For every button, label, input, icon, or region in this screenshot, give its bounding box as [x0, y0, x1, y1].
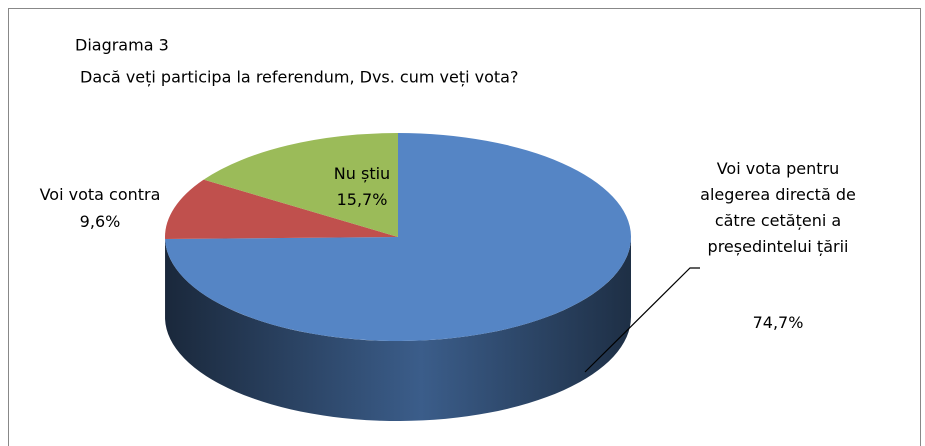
chart-subtitle: Dacă veți participa la referendum, Dvs. …	[80, 68, 518, 87]
pie-slice	[165, 179, 398, 239]
leader-line	[584, 267, 700, 373]
value-label: 9,6%	[79, 212, 121, 231]
chart-title: Diagrama 3	[75, 36, 169, 55]
value-label: 74,7%	[752, 313, 804, 332]
category-label: Voi vota pentru alegerea directă de cătr…	[700, 159, 856, 256]
category-label: Nu știu	[333, 164, 391, 183]
pie	[165, 133, 632, 421]
pie-slice	[203, 133, 398, 237]
category-label: Voi vota contra	[39, 185, 161, 204]
pie-slice	[165, 133, 632, 341]
value-label: 15,7%	[336, 190, 388, 209]
pie-slice-side	[165, 237, 632, 421]
